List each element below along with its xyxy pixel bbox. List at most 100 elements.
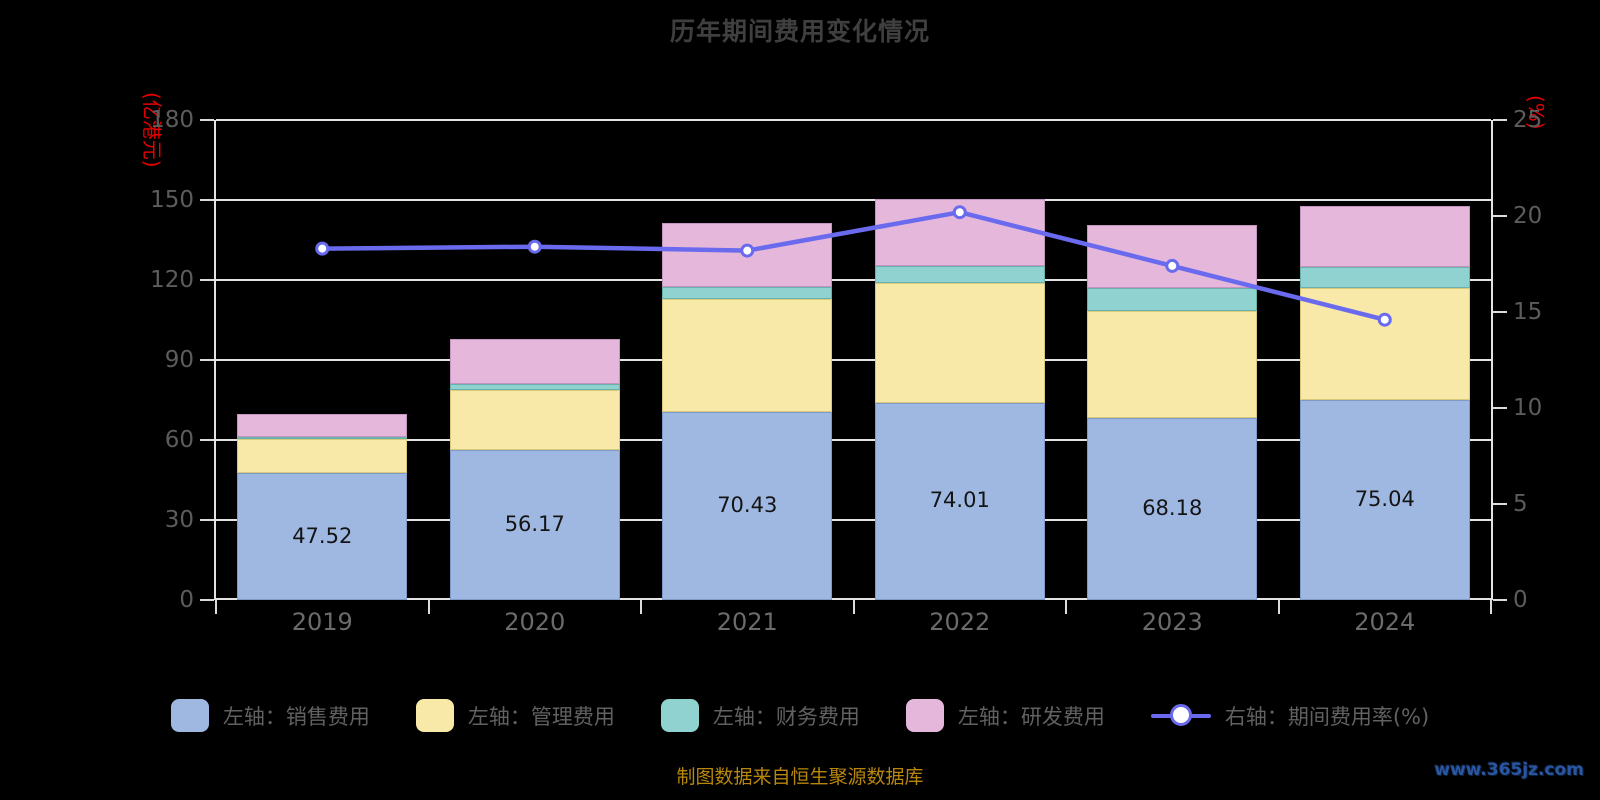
bar-value-label: 47.52 <box>292 523 353 548</box>
left-axis-tick <box>200 439 214 441</box>
sales-expense-bar-segment[interactable] <box>1299 399 1470 600</box>
right-axis-tick <box>1493 503 1507 505</box>
bar-value-label: 56.17 <box>504 512 565 537</box>
rd-expense-bar-segment[interactable] <box>1087 225 1258 289</box>
left-axis-tick-label: 150 <box>150 187 194 213</box>
right-axis-tick <box>1493 215 1507 217</box>
watermark-link[interactable]: www.365jz.com <box>1434 760 1584 780</box>
expense-ratio-data-point[interactable] <box>1377 312 1392 327</box>
legend-label: 左轴：财务费用 <box>712 704 860 729</box>
admin-expense-bar-segment[interactable] <box>237 439 408 474</box>
bar-value-label: 70.43 <box>717 493 778 518</box>
x-axis-category-label: 2021 <box>716 608 778 636</box>
left-axis-tick <box>200 519 214 521</box>
legend-label: 左轴：研发费用 <box>957 704 1105 729</box>
finance-expense-bar-segment[interactable] <box>1299 266 1470 288</box>
right-axis-tick <box>1493 599 1507 601</box>
bar-value-label: 74.01 <box>929 488 990 513</box>
left-axis-tick <box>200 279 214 281</box>
x-axis-tick <box>852 600 855 614</box>
legend-label: 左轴：管理费用 <box>467 704 615 729</box>
x-axis-tick <box>1277 600 1280 614</box>
gridline <box>216 439 1491 441</box>
rd-expense-bar-segment[interactable] <box>449 338 620 384</box>
sales-expense-bar-segment[interactable] <box>237 473 408 600</box>
right-axis-tick-label: 20 <box>1513 203 1543 229</box>
left-axis-tick <box>200 119 214 121</box>
rd-expense-bar-segment[interactable] <box>237 414 408 437</box>
finance-expense-bar-segment[interactable] <box>449 383 620 390</box>
x-axis-tick <box>1065 600 1067 614</box>
left-axis-line <box>214 120 216 600</box>
left-axis-tick <box>200 199 214 201</box>
x-axis-line <box>214 598 1493 600</box>
gridline <box>216 279 1491 281</box>
legend-item-expense-ratio[interactable]: 右轴：期间费用率(%) <box>1150 699 1430 732</box>
right-axis-tick-label: 10 <box>1513 395 1543 421</box>
admin-expense-bar-segment[interactable] <box>662 298 833 413</box>
left-axis-tick-label: 0 <box>179 587 194 613</box>
legend-item-rd-expense[interactable]: 左轴：研发费用 <box>905 699 1105 732</box>
gridline <box>216 199 1491 201</box>
chart-title: 历年期间费用变化情况 <box>669 17 930 46</box>
x-axis-category-label: 2024 <box>1354 608 1416 636</box>
expense-ratio-polyline <box>320 209 1387 322</box>
bar-value-label: 75.04 <box>1354 486 1415 511</box>
finance-expense-bar-segment[interactable] <box>662 286 833 299</box>
gridline <box>216 519 1491 521</box>
x-axis-tick <box>1490 600 1492 614</box>
expense-ratio-data-point[interactable] <box>740 243 755 258</box>
right-axis-tick-label: 25 <box>1513 107 1543 133</box>
legend-item-admin-expense[interactable]: 左轴：管理费用 <box>415 699 615 732</box>
right-axis-line <box>1491 120 1493 600</box>
sales-expense-bar-segment[interactable] <box>874 402 1045 600</box>
right-axis-tick-label: 15 <box>1513 299 1543 325</box>
x-axis-tick <box>427 600 430 614</box>
sales-expense-bar-segment[interactable] <box>449 450 620 600</box>
legend-item-sales-expense[interactable]: 左轴：销售费用 <box>170 699 370 732</box>
admin-expense-bar-segment[interactable] <box>449 389 620 451</box>
data-source-note: 制图数据来自恒生聚源数据库 <box>676 766 924 788</box>
right-axis-tick <box>1493 407 1507 409</box>
x-axis-category-label: 2022 <box>929 608 991 636</box>
left-axis-tick-label: 120 <box>150 267 194 293</box>
left-axis-tick <box>200 359 214 361</box>
x-axis-category-label: 2020 <box>504 608 566 636</box>
finance-expense-bar-segment[interactable] <box>874 266 1045 283</box>
legend-label: 右轴：期间费用率(%) <box>1224 704 1430 729</box>
gridline <box>216 359 1491 361</box>
rd-expense-bar-segment[interactable] <box>1299 205 1470 267</box>
expense-ratio-data-point[interactable] <box>527 239 542 254</box>
admin-expense-bar-segment[interactable] <box>1087 310 1258 419</box>
left-axis-tick-label: 180 <box>150 107 194 133</box>
expense-ratio-data-point[interactable] <box>1165 258 1180 273</box>
expense-ratio-data-point[interactable] <box>315 241 330 256</box>
finance-expense-bar-segment[interactable] <box>237 437 408 440</box>
admin-expense-swatch-icon <box>415 699 454 732</box>
legend-item-finance-expense[interactable]: 左轴：财务费用 <box>660 699 860 732</box>
chart-legend: 左轴：销售费用 左轴：管理费用 左轴：财务费用 左轴：研发费用 右轴：期间费用率… <box>0 699 1600 732</box>
left-axis-tick-label: 90 <box>164 347 194 373</box>
admin-expense-bar-segment[interactable] <box>874 282 1045 403</box>
legend-label: 左轴：销售费用 <box>222 704 370 729</box>
x-axis-tick <box>640 600 642 614</box>
expense-ratio-data-point[interactable] <box>952 205 967 220</box>
finance-expense-swatch-icon <box>660 699 699 732</box>
x-axis-category-label: 2023 <box>1141 608 1203 636</box>
right-axis-tick-label: 5 <box>1513 491 1528 517</box>
x-axis-category-label: 2019 <box>291 608 353 636</box>
left-axis-tick-label: 30 <box>164 507 194 533</box>
bar-value-label: 68.18 <box>1142 496 1203 521</box>
rd-expense-swatch-icon <box>905 699 944 732</box>
finance-expense-bar-segment[interactable] <box>1087 288 1258 311</box>
left-axis-tick <box>200 599 214 601</box>
sales-expense-bar-segment[interactable] <box>662 412 833 600</box>
right-axis-tick-label: 0 <box>1513 587 1528 613</box>
sales-expense-bar-segment[interactable] <box>1087 418 1258 600</box>
left-axis-tick-label: 60 <box>164 427 194 453</box>
right-axis-tick <box>1493 311 1507 313</box>
line-series-marker-icon <box>1150 699 1211 732</box>
expense-ratio-line <box>315 205 1392 327</box>
x-axis-tick <box>215 600 217 614</box>
